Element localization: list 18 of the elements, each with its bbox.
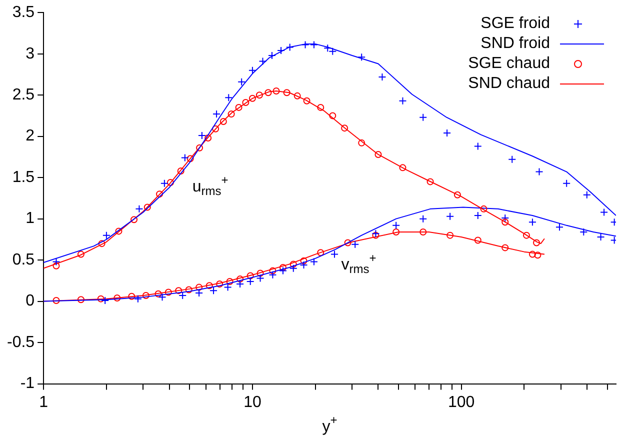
y-tick-label: 2.5 [12, 86, 35, 104]
y-tick-label: 3.5 [12, 4, 35, 22]
y-tick-label: 0 [26, 292, 35, 310]
legend-label: SGE froid [480, 14, 550, 34]
y-tick-label: 2 [26, 128, 35, 145]
y-tick-label: 3 [26, 45, 35, 62]
y-tick-label: -1 [20, 375, 35, 392]
legend-label: SGE chaud [468, 54, 550, 74]
y-tick-label: -0.5 [6, 334, 35, 351]
legend-label: SND chaud [468, 74, 550, 94]
y-tick-label: 1.5 [12, 168, 35, 186]
y-tick-label: 1 [26, 210, 35, 228]
x-tick-label: 100 [448, 394, 475, 411]
x-tick-label: 1 [39, 394, 48, 411]
y-tick-label: 0.5 [12, 251, 35, 268]
legend-label: SND froid [480, 34, 550, 54]
x-tick-label: 10 [244, 394, 262, 411]
x-axis-title: y+ [322, 412, 338, 436]
